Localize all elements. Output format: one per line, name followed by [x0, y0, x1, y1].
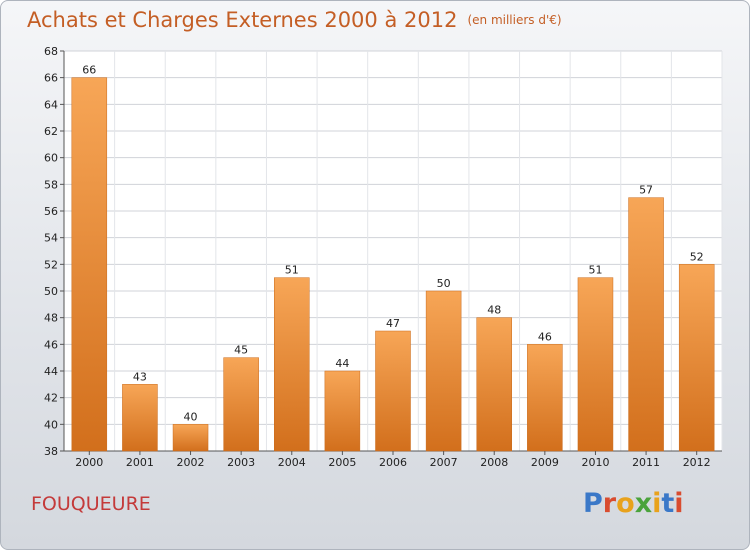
commune-name: FOUQUEURE — [31, 493, 151, 515]
chart-title: Achats et Charges Externes 2000 à 2012 (e… — [27, 8, 562, 32]
x-tick-label: 2012 — [683, 456, 711, 469]
x-tick-label: 2006 — [379, 456, 407, 469]
y-tick-label: 62 — [44, 125, 58, 138]
data-label: 47 — [386, 317, 400, 330]
bar — [425, 290, 462, 452]
x-tick-label: 2002 — [177, 456, 205, 469]
data-label: 51 — [588, 264, 602, 277]
x-tick-label: 2011 — [632, 456, 660, 469]
data-label: 44 — [335, 357, 349, 370]
bar — [71, 77, 108, 452]
y-tick-label: 42 — [44, 392, 58, 405]
chart-title-text: Achats et Charges Externes 2000 à 2012 — [27, 8, 458, 32]
data-label: 43 — [133, 370, 147, 383]
y-tick-label: 54 — [44, 232, 58, 245]
y-tick-label: 44 — [44, 365, 58, 378]
x-tick-label: 2001 — [126, 456, 154, 469]
y-tick-label: 68 — [44, 45, 58, 58]
proxiti-logo[interactable]: Proxiti — [583, 488, 684, 519]
bar — [223, 357, 259, 452]
data-label: 50 — [437, 277, 451, 290]
y-tick-label: 52 — [44, 258, 58, 271]
logo-letter: i — [652, 488, 662, 519]
bar — [678, 264, 715, 452]
y-tick-label: 48 — [44, 312, 58, 325]
x-tick-label: 2005 — [328, 456, 356, 469]
x-tick-label: 2003 — [227, 456, 255, 469]
y-tick-label: 50 — [44, 285, 58, 298]
bar — [628, 197, 664, 452]
bar — [324, 370, 361, 452]
bar — [577, 277, 614, 452]
bar — [274, 277, 310, 452]
logo-letter: o — [616, 488, 635, 519]
x-tick-label: 2008 — [480, 456, 508, 469]
bar — [122, 384, 158, 452]
x-tick-label: 2007 — [430, 456, 458, 469]
y-tick-label: 56 — [44, 205, 58, 218]
data-label: 48 — [487, 304, 501, 317]
y-tick-label: 58 — [44, 178, 58, 191]
data-label: 46 — [538, 330, 552, 343]
y-tick-label: 66 — [44, 72, 58, 85]
y-tick-label: 60 — [44, 152, 58, 165]
logo-letter: P — [583, 488, 603, 519]
chart-subtitle: (en milliers d'€) — [467, 13, 562, 27]
data-label: 52 — [690, 250, 704, 263]
y-tick-label: 40 — [44, 418, 58, 431]
x-tick-label: 2009 — [531, 456, 559, 469]
bar — [172, 424, 209, 452]
data-label: 45 — [234, 344, 248, 357]
x-tick-label: 2000 — [75, 456, 103, 469]
bar — [375, 330, 411, 452]
y-tick-label: 64 — [44, 98, 58, 111]
logo-letter: x — [634, 488, 653, 519]
y-tick-label: 38 — [44, 445, 58, 458]
data-label: 51 — [285, 264, 299, 277]
x-tick-label: 2004 — [278, 456, 306, 469]
bar — [527, 344, 563, 452]
data-label: 40 — [184, 410, 198, 423]
x-tick-label: 2010 — [581, 456, 609, 469]
data-label: 66 — [82, 64, 96, 77]
data-label: 57 — [639, 184, 653, 197]
logo-letter: i — [674, 488, 684, 519]
y-tick-label: 46 — [44, 338, 58, 351]
logo-letter: t — [661, 488, 675, 519]
logo-letter: r — [602, 488, 617, 519]
bar — [476, 317, 512, 452]
